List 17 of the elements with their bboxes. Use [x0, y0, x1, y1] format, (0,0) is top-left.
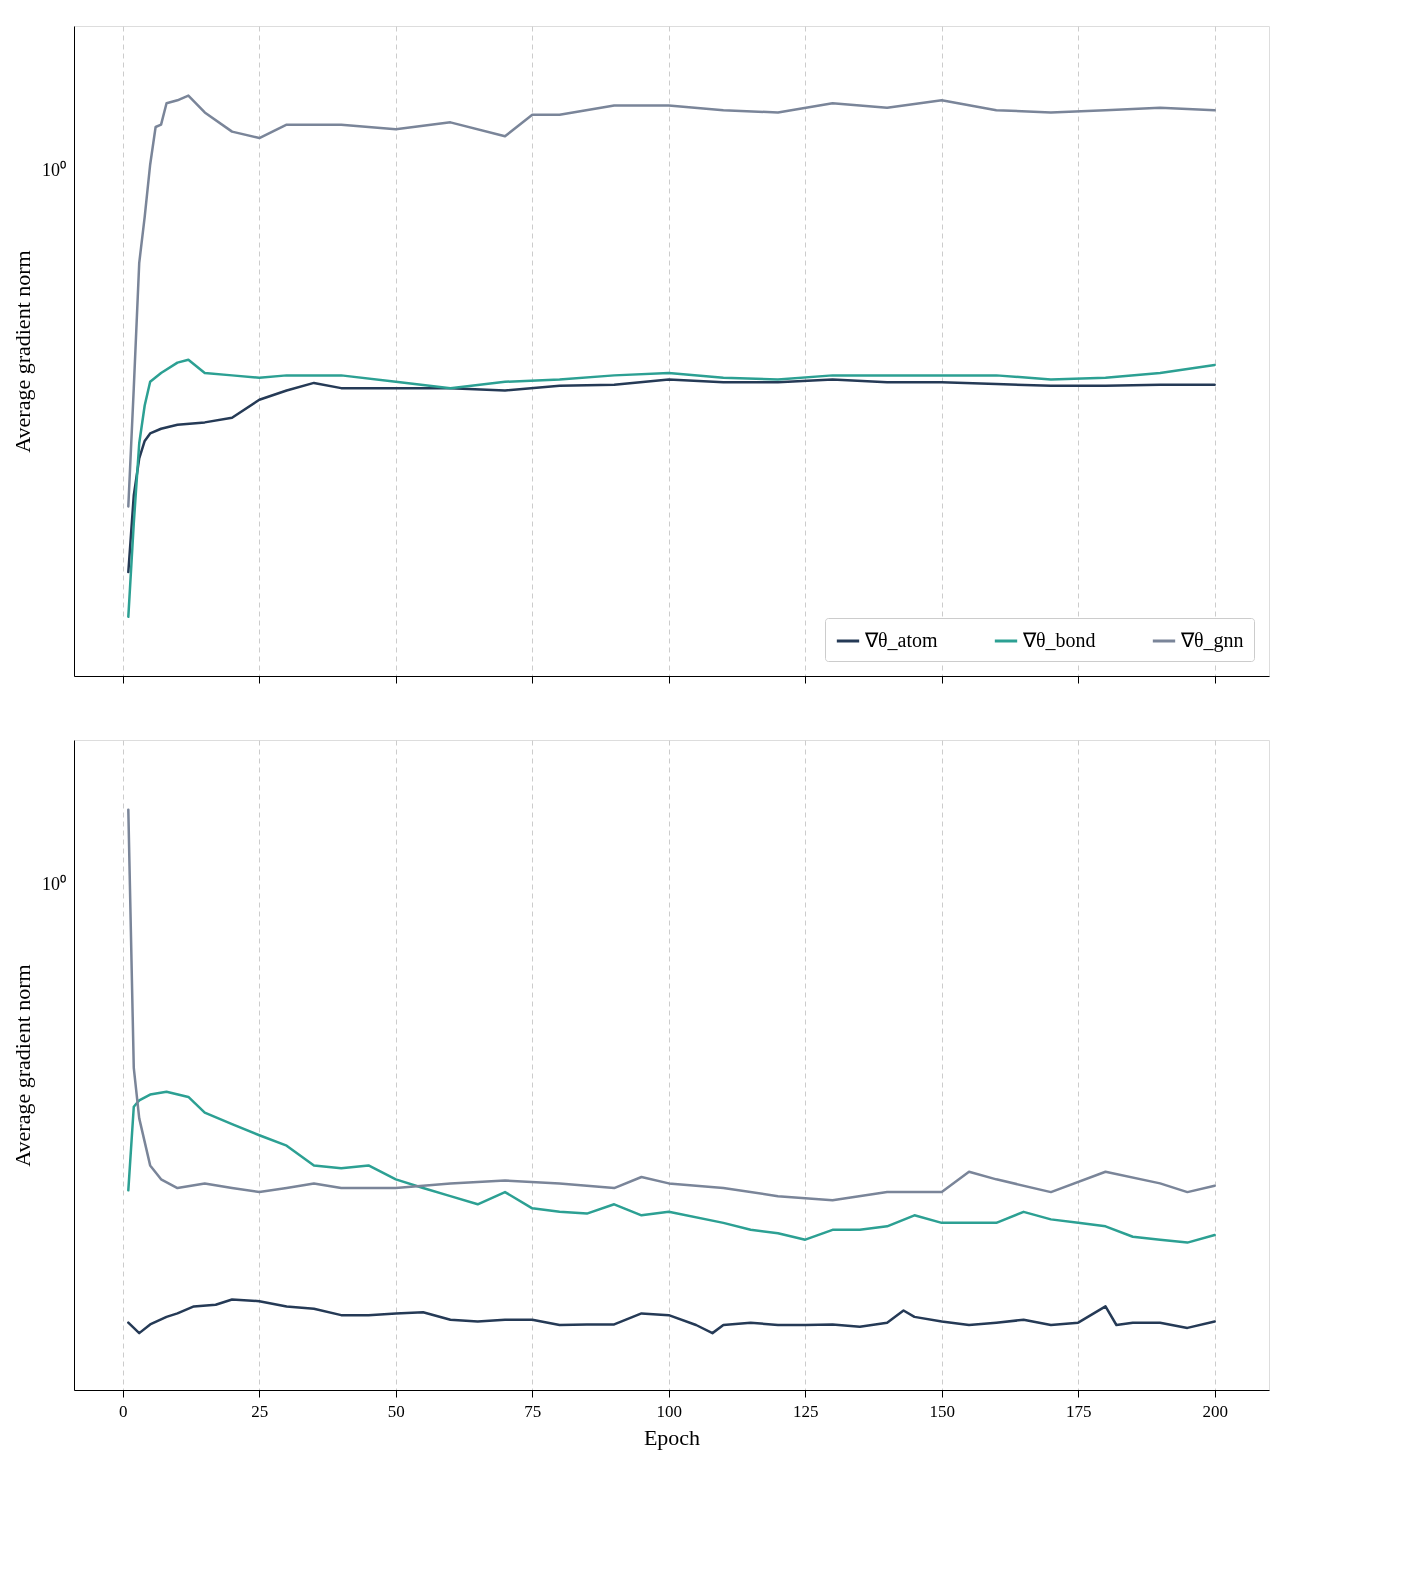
x-tick-label: 25: [251, 1401, 269, 1421]
y-axis-title: Average gradient norm: [9, 964, 35, 1167]
x-tick-label: 75: [524, 1401, 542, 1421]
x-tick-label: 100: [656, 1401, 683, 1421]
x-tick-label: 175: [1065, 1401, 1092, 1421]
text: 10⁰: [42, 874, 66, 894]
x-tick-label: 0: [119, 1401, 128, 1421]
legend-label: ∇θ_gnn: [1180, 629, 1244, 652]
legend-label: ∇θ_atom: [864, 629, 939, 651]
x-tick-label: 150: [929, 1401, 955, 1421]
x-tick-label: 200: [1202, 1401, 1228, 1421]
text: 10⁰: [42, 160, 66, 180]
y-axis-title: Average gradient norm: [9, 250, 35, 453]
x-axis-title: Epoch: [643, 1424, 701, 1450]
legend-label: ∇θ_bond: [1022, 629, 1096, 651]
x-tick-label: 125: [793, 1401, 819, 1421]
x-tick-label: 50: [387, 1401, 405, 1421]
